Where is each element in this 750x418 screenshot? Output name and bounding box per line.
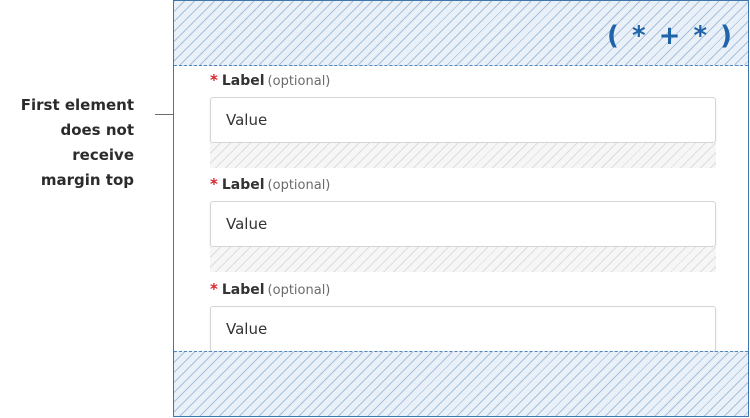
required-asterisk: *: [210, 175, 218, 193]
field-label: * Label (optional): [210, 70, 716, 90]
label-text: Label: [221, 282, 265, 298]
label-text: Label: [221, 177, 265, 193]
text-input[interactable]: Value: [210, 201, 716, 247]
owl-selector-label: ( * + * ): [607, 21, 734, 51]
optional-hint: (optional): [267, 178, 331, 193]
required-asterisk: *: [210, 71, 218, 89]
margin-top-gap: [210, 247, 716, 272]
field-label: * Label (optional): [210, 174, 716, 194]
annotation-line-2: does not receive: [60, 121, 134, 164]
label-text: Label: [221, 73, 265, 89]
annotation-line-1: First element: [20, 96, 134, 114]
optional-hint: (optional): [267, 74, 331, 89]
annotation-line-3: margin top: [40, 171, 134, 189]
form-field-1: * Label (optional) Value: [210, 70, 716, 143]
text-input[interactable]: Value: [210, 97, 716, 143]
field-label: * Label (optional): [210, 279, 716, 299]
form-field-3: * Label (optional) Value: [210, 279, 716, 352]
optional-hint: (optional): [267, 283, 331, 298]
form-field-2: * Label (optional) Value: [210, 174, 716, 247]
form-container: ( * + * ) * Label (optional) Value * Label(…: [173, 0, 749, 417]
container-padding-top: ( * + * ): [174, 0, 748, 66]
annotation-text: First element does not receive margin to…: [0, 93, 134, 193]
text-input[interactable]: Value: [210, 306, 716, 352]
margin-top-gap: [210, 143, 716, 168]
required-asterisk: *: [210, 280, 218, 298]
container-padding-bottom: [174, 351, 748, 416]
